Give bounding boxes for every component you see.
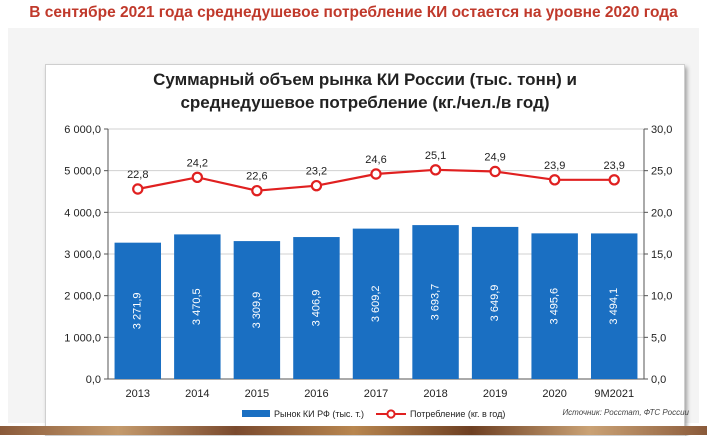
bar-value-label: 3 649,9 xyxy=(489,285,501,322)
x-tick-label: 2016 xyxy=(304,388,328,400)
x-tick-label: 2013 xyxy=(126,388,150,400)
line-point xyxy=(132,183,144,195)
bar xyxy=(233,241,281,379)
left-tick-label: 4 000,0 xyxy=(64,207,101,219)
x-tick-label: 2018 xyxy=(423,388,447,400)
left-tick-label: 0,0 xyxy=(86,374,101,386)
line-value-label: 23,9 xyxy=(604,160,625,172)
headline: В сентябре 2021 года среднедушевое потре… xyxy=(29,4,678,21)
line-point xyxy=(310,179,323,192)
line-value-label: 23,2 xyxy=(306,166,327,178)
chart-title-line2: среднедушевое потребление (кг./чел./в го… xyxy=(180,93,550,112)
line-point xyxy=(370,168,382,180)
bar-value-label: 3 693,7 xyxy=(429,284,441,321)
slide-frame: Суммарный объем рынка КИ России (тыс. то… xyxy=(8,28,699,436)
chart-plot: 0,0 0,0 1 000,0 5,0 2 000,0 10,0 3 000,0 15,0 4 … xyxy=(64,124,672,419)
bar-value-label: 3 494,1 xyxy=(608,288,620,325)
right-tick-label: 25,0 xyxy=(651,166,672,178)
left-tick-label: 3 000,0 xyxy=(64,249,101,261)
line-value-label: 24,9 xyxy=(484,152,505,164)
left-tick-label: 1 000,0 xyxy=(64,332,101,344)
line-point xyxy=(608,174,620,186)
x-tick-label: 2017 xyxy=(364,388,388,400)
right-tick-label: 5,0 xyxy=(651,332,666,344)
line-value-label: 24,6 xyxy=(365,154,386,166)
left-tick-label: 6 000,0 xyxy=(64,124,101,136)
bar-value-label: 3 495,6 xyxy=(549,288,561,325)
bar-value-label: 3 609,2 xyxy=(370,285,382,322)
legend-line-label: Потребление (кг. в год) xyxy=(410,409,505,419)
right-tick-label: 20,0 xyxy=(651,207,672,219)
bar xyxy=(590,233,638,379)
legend-bar-label: Рынок КИ РФ (тыс. т.) xyxy=(274,409,364,419)
bar xyxy=(471,226,519,379)
x-tick-label: 2015 xyxy=(245,388,269,400)
left-tick-label: 5 000,0 xyxy=(64,166,101,178)
bar xyxy=(531,233,578,379)
right-tick-label: 15,0 xyxy=(651,249,672,261)
bar xyxy=(114,242,162,379)
line-value-label: 22,8 xyxy=(127,169,148,181)
line-point xyxy=(548,174,561,186)
line-point xyxy=(191,171,204,184)
line-point xyxy=(251,184,263,197)
x-tick-label: 2020 xyxy=(542,388,566,400)
x-tick-label: 9M2021 xyxy=(594,388,634,400)
left-tick-label: 2 000,0 xyxy=(64,291,101,303)
right-tick-label: 0,0 xyxy=(651,374,666,386)
chart-title-line1: Суммарный объем рынка КИ России (тыс. то… xyxy=(153,70,577,89)
chart-title: Суммарный объем рынка КИ России (тыс. то… xyxy=(46,68,684,114)
legend-line-marker xyxy=(386,409,396,419)
line-value-label: 23,9 xyxy=(544,160,565,172)
bar xyxy=(293,237,340,379)
bar xyxy=(174,234,221,379)
x-tick-label: 2014 xyxy=(185,388,209,400)
line-value-label: 22,6 xyxy=(246,171,267,183)
chart-container: Суммарный объем рынка КИ России (тыс. то… xyxy=(45,64,685,436)
line-value-label: 25,1 xyxy=(425,150,446,162)
bar-value-label: 3 271,9 xyxy=(132,292,144,329)
bar-value-label: 3 309,9 xyxy=(251,292,263,329)
bar-value-label: 3 406,9 xyxy=(310,290,322,327)
line-value-label: 24,2 xyxy=(187,157,208,169)
bar xyxy=(412,225,459,379)
bar-value-label: 3 470,5 xyxy=(191,288,203,325)
right-tick-label: 30,0 xyxy=(651,124,672,136)
line-point xyxy=(489,165,501,178)
decorative-strip xyxy=(0,426,707,435)
right-tick-label: 10,0 xyxy=(651,291,672,303)
line-point xyxy=(429,164,442,176)
bar xyxy=(352,228,400,379)
legend-bar-swatch xyxy=(242,410,270,417)
source-note: Источник: Росстат, ФТС России xyxy=(562,408,689,417)
x-tick-label: 2019 xyxy=(483,388,507,400)
